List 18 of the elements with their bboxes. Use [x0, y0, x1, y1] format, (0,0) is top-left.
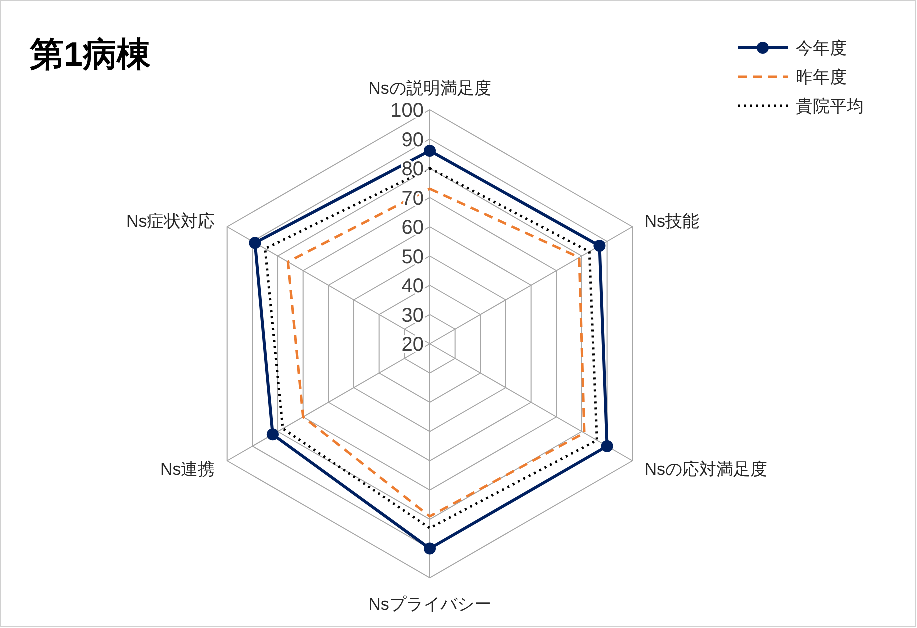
- y-tick-label: 90: [402, 129, 424, 152]
- spoke-label: Nsの説明満足度: [368, 79, 492, 98]
- legend-label: 今年度: [796, 39, 847, 58]
- legend-label: 貴院平均: [796, 97, 864, 116]
- y-tick-label: 100: [390, 100, 424, 122]
- y-tick-label: 20: [402, 334, 424, 356]
- spoke-label: Ns技能: [644, 212, 700, 231]
- y-tick-label: 40: [402, 276, 424, 298]
- legend-label: 昨年度: [796, 68, 847, 87]
- y-tick-label: 60: [402, 217, 424, 239]
- y-tick-label: 50: [402, 246, 424, 268]
- spoke-label: Nsプライバシー: [368, 595, 492, 614]
- spoke-label: Ns連携: [160, 460, 216, 479]
- spoke-label: Ns症状対応: [126, 212, 216, 231]
- spoke-label: Nsの応対満足度: [644, 460, 768, 479]
- y-tick-label: 80: [402, 158, 424, 180]
- chart-title: 第1病棟: [29, 36, 151, 74]
- y-tick-label: 30: [402, 304, 424, 327]
